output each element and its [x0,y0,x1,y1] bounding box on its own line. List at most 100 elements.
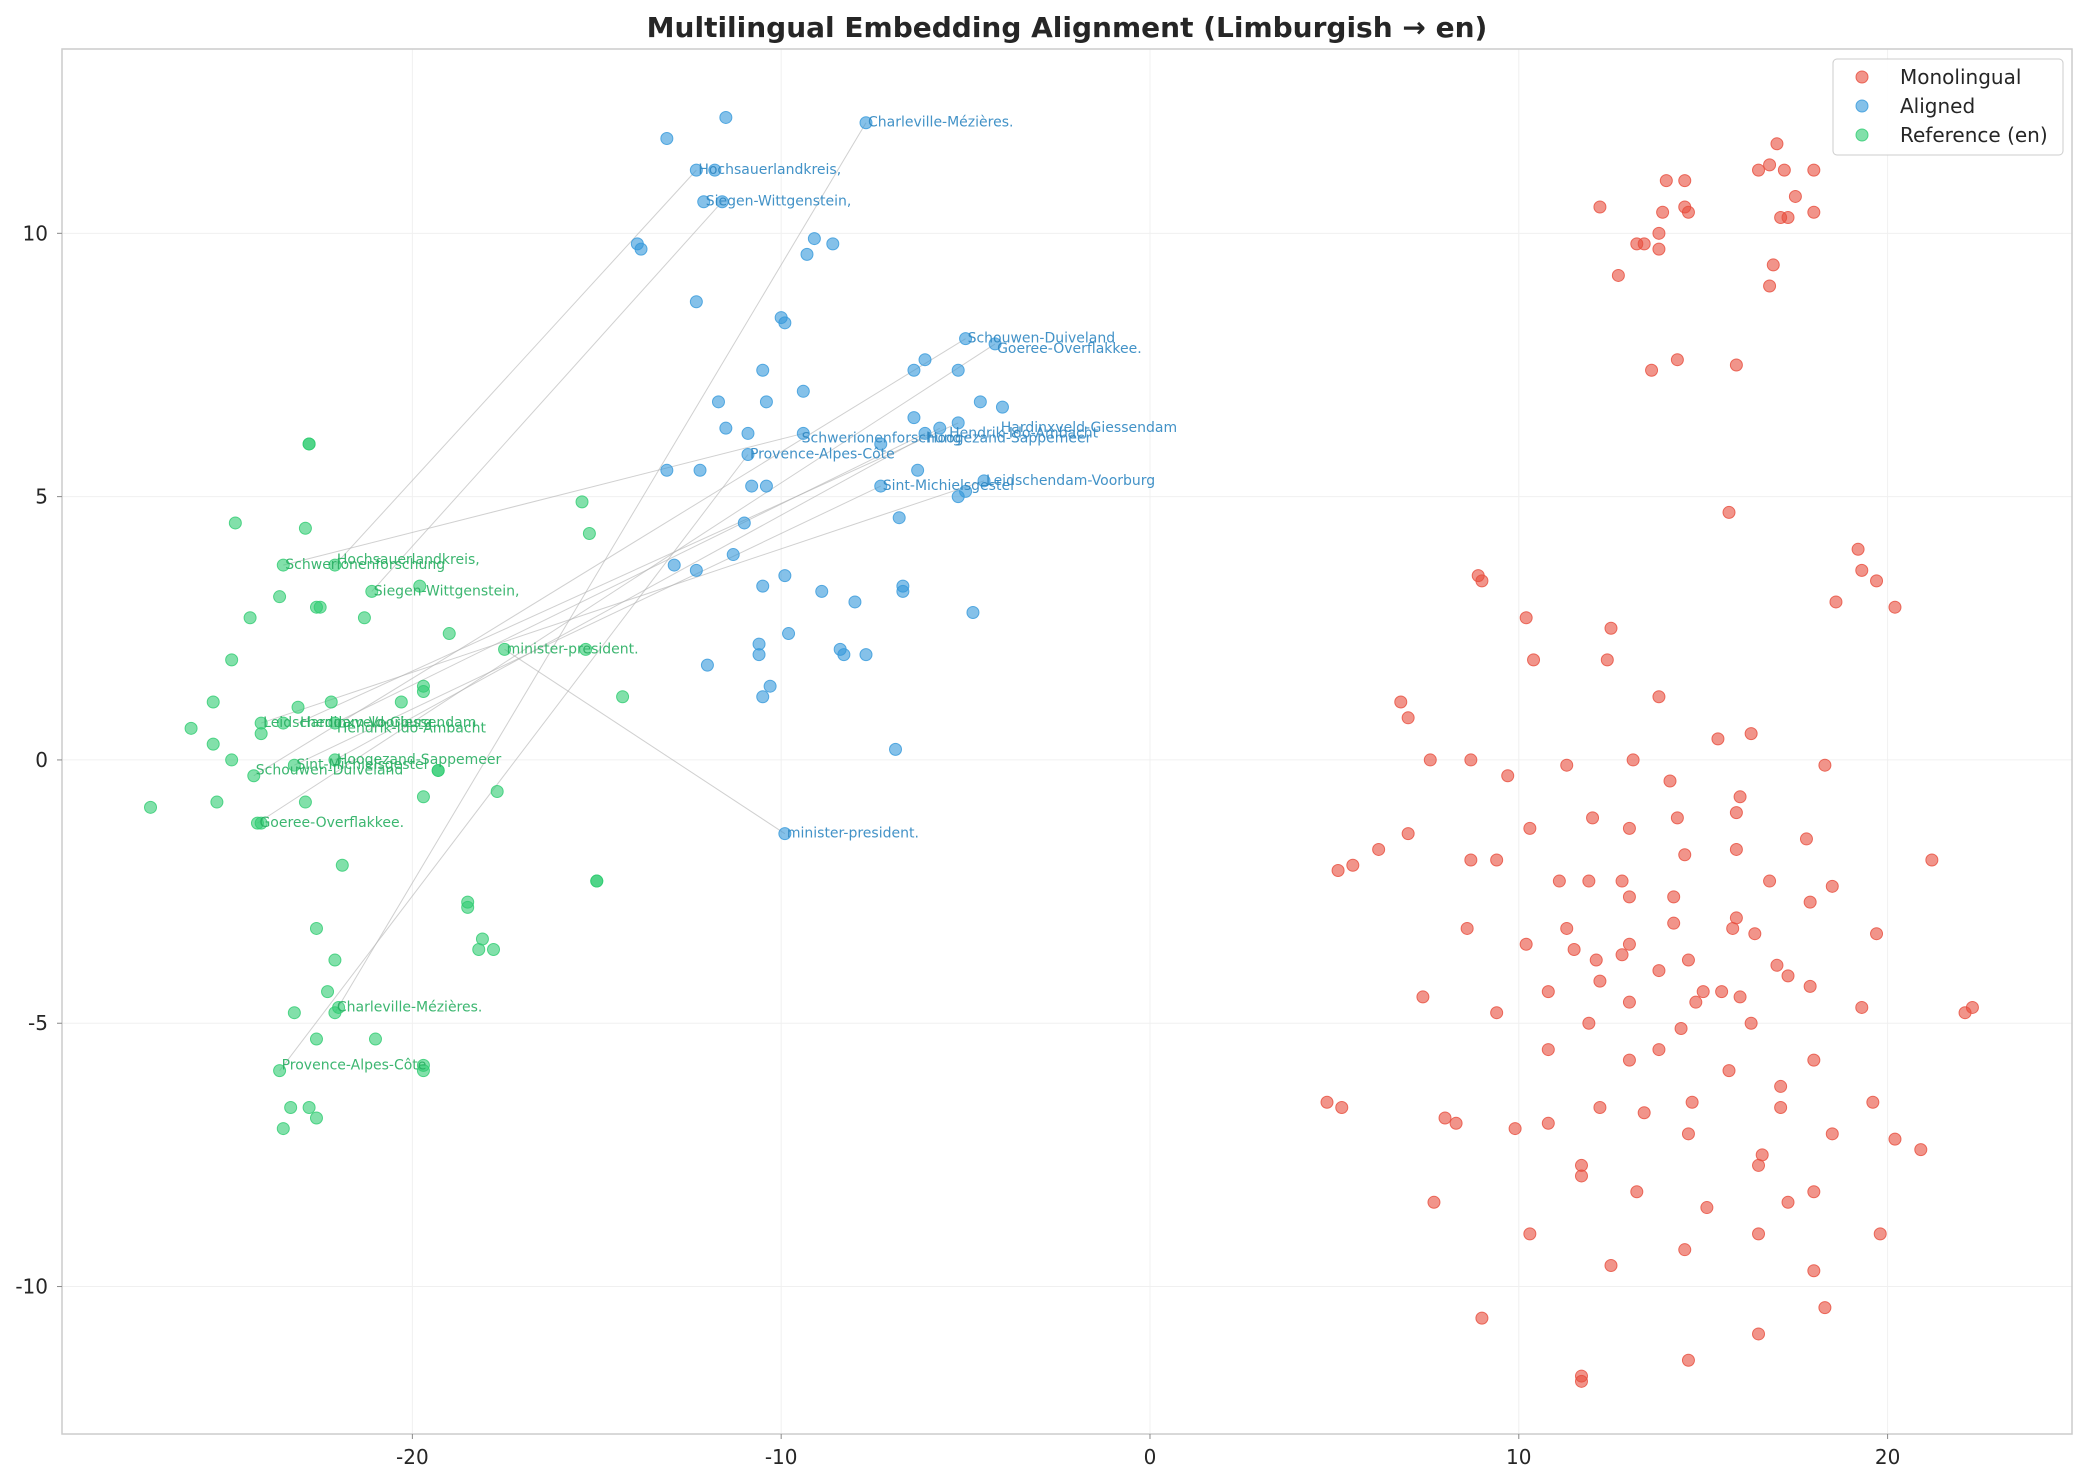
point-aligned [745,479,759,493]
point-aligned [741,447,755,461]
point-aligned [719,421,733,435]
point-monolingual [1774,211,1788,225]
aligned-point-label: Hendrik-Ido-Ambacht [949,425,1099,441]
point-reference-en [287,1006,301,1020]
point-reference-en [328,753,342,767]
point-reference-en [579,642,593,656]
point-reference-en [413,579,427,593]
point-aligned [826,237,840,251]
point-reference-en [582,526,596,540]
point-monolingual [1541,985,1555,999]
aligned-point-label: Leidschendam-Voorburg [986,473,1155,489]
point-monolingual [1866,1095,1880,1109]
point-monolingual [1604,621,1618,635]
point-aligned [918,353,932,367]
point-monolingual [1416,990,1430,1004]
point-monolingual [1914,1143,1928,1157]
point-monolingual [1729,806,1743,820]
point-aligned [759,479,773,493]
point-aligned [715,195,729,209]
point-monolingual [1449,1116,1463,1130]
point-monolingual [1626,753,1640,767]
point-monolingual [1807,1185,1821,1199]
point-monolingual [1807,1053,1821,1067]
point-monolingual [1519,611,1533,625]
point-aligned [951,490,965,504]
point-reference-en [431,763,445,777]
point-reference-en [276,1122,290,1136]
point-aligned [778,827,792,841]
aligned-point-label: minister-president. [787,826,919,842]
point-monolingual [1438,1111,1452,1125]
legend-label: Aligned [1900,94,1975,118]
point-monolingual [1729,842,1743,856]
point-reference-en [461,900,475,914]
aligned-point-label: Hardinxveld-Giessendam [1001,420,1177,436]
reference-point-label: Goeree-Overflakkee. [259,815,404,831]
point-aligned [741,426,755,440]
reference-point-label: minister-president. [507,641,639,657]
point-reference-en [254,727,268,741]
point-reference-en [247,769,261,783]
point-aligned [660,132,674,146]
point-aligned [756,579,770,593]
point-monolingual [1781,969,1795,983]
point-monolingual [1733,990,1747,1004]
point-monolingual [1851,542,1865,556]
point-monolingual [1652,690,1666,704]
x-tick-label: 20 [1875,1445,1900,1469]
aligned-point-label: Hoogezand-Sappemeer [927,431,1092,447]
point-monolingual [1958,1006,1972,1020]
point-monolingual [1423,753,1437,767]
reference-point-label: Hoogezand-Sappemeer [337,752,502,768]
point-aligned [778,316,792,330]
point-monolingual [1615,874,1629,888]
x-tick-label: -10 [765,1445,798,1469]
point-aligned [689,295,703,309]
point-reference-en [357,611,371,625]
point-reference-en [276,558,290,572]
point-monolingual [1807,205,1821,219]
point-monolingual [1320,1095,1334,1109]
point-monolingual [1663,774,1677,788]
point-reference-en [302,1100,316,1114]
point-reference-en [206,737,220,751]
point-reference-en [368,1032,382,1046]
reference-point-label: Leidschendam-Voorburg [263,715,432,731]
point-monolingual [1401,827,1415,841]
point-aligned [708,163,722,177]
point-aligned [995,400,1009,414]
point-aligned [892,511,906,525]
point-aligned [634,242,648,256]
grid [62,49,2072,1434]
point-reference-en [309,1111,323,1125]
point-aligned [737,516,751,530]
point-monolingual [1652,226,1666,240]
point-aligned [700,658,714,672]
point-aligned [966,605,980,619]
point-monolingual [1652,242,1666,256]
legend-marker [1855,128,1869,142]
point-monolingual [1744,1016,1758,1030]
point-aligned [756,690,770,704]
point-monolingual [1600,653,1614,667]
point-monolingual [1774,1079,1788,1093]
reference-point-label: Schouwen-Duiveland [256,762,404,778]
point-reference-en [575,495,589,509]
point-reference-en [616,690,630,704]
point-reference-en [498,642,512,656]
point-aligned [951,363,965,377]
point-reference-en [416,684,430,698]
reference-point-label: Provence-Alpes-Côte [282,1057,427,1073]
point-monolingual [1574,1169,1588,1183]
point-reference-en [328,1006,342,1020]
point-monolingual [1622,821,1636,835]
point-reference-en [184,721,198,735]
point-reference-en [225,753,239,767]
aligned-point-label: Hochsauerlandkreis, [698,162,841,178]
point-monolingual [1770,137,1784,151]
point-monolingual [1582,874,1596,888]
reference-point-label: Charleville-Mézières. [337,999,482,1015]
point-aligned [796,426,810,440]
